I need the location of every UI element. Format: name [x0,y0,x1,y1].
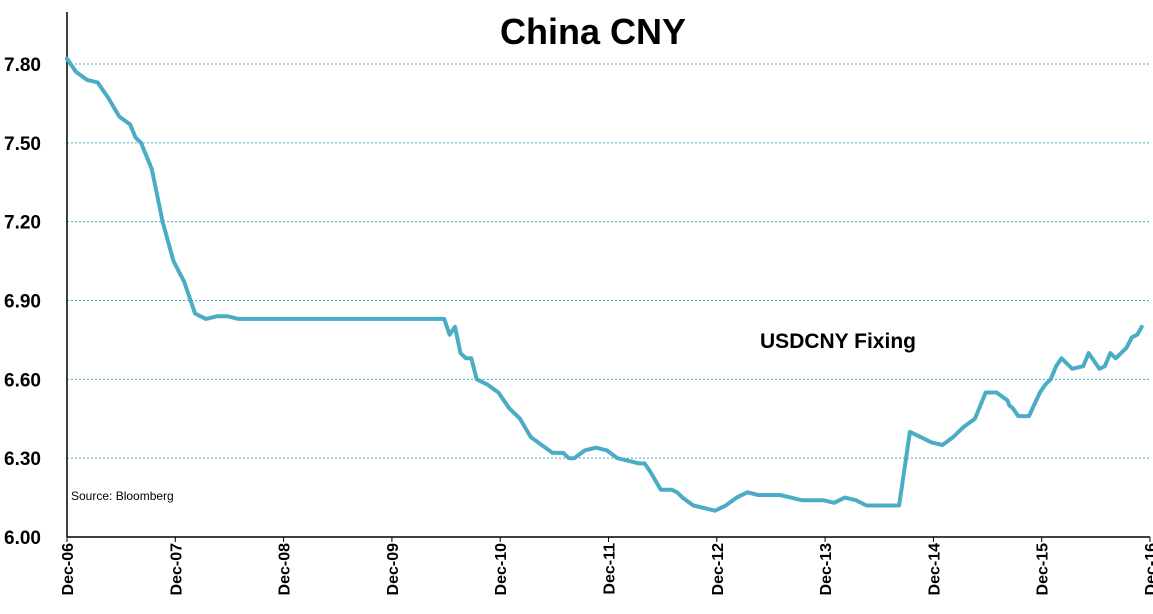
x-axis-ticks: Dec-06 Dec-07 Dec-08 Dec-09 Dec-10 Dec-11 Dec-… [60,537,1153,595]
x-tick-label: Dec-11 [602,543,619,595]
x-tick-label: Dec-14 [926,543,943,596]
x-tick-label: Dec-16 [1143,543,1153,596]
x-tick-label: Dec-15 [1035,543,1052,596]
chart-title: China CNY [500,11,686,52]
y-tick-label: 7.20 [4,213,41,234]
gridlines [67,63,1150,459]
x-tick-label: Dec-07 [168,543,185,596]
x-tick-label: Dec-12 [710,543,727,596]
x-tick-label: Dec-06 [60,543,77,596]
y-tick-label: 6.90 [4,292,41,313]
y-tick-label: 7.50 [4,134,41,155]
x-tick-label: Dec-13 [818,543,835,596]
x-tick-label: Dec-10 [493,543,510,596]
series-annotation: USDCNY Fixing [760,330,916,353]
y-tick-label: 6.00 [4,528,41,549]
y-tick-label: 6.30 [4,449,41,470]
y-axis-ticks: 7.80 7.50 7.20 6.90 6.60 6.30 6.00 [4,55,41,549]
source-note: Source: Bloomberg [71,489,174,503]
x-tick-label: Dec-09 [385,543,402,596]
x-tick-label: Dec-08 [277,543,294,596]
usdcny-series-line [65,56,1144,513]
y-tick-label: 6.60 [4,370,41,391]
y-tick-label: 7.80 [4,55,41,76]
